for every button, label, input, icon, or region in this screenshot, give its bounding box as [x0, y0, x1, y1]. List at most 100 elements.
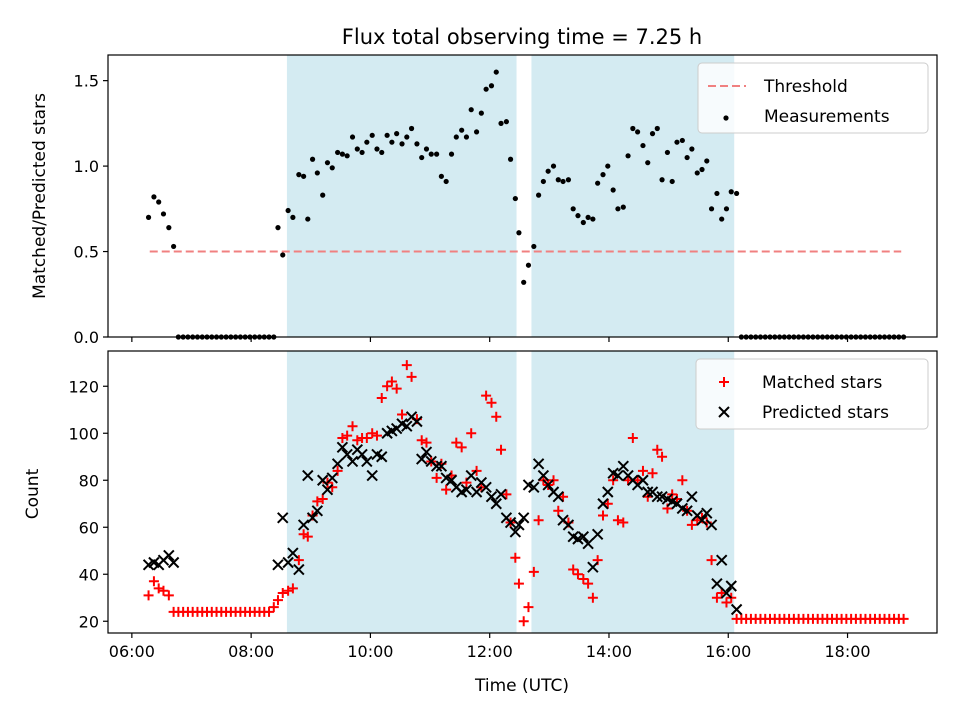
- matched-stars-point: [391, 383, 402, 394]
- measurement-point: [335, 149, 341, 156]
- matched-stars-point: [277, 588, 288, 599]
- predicted-stars-point: [617, 460, 629, 472]
- matched-stars-point: [312, 496, 323, 507]
- y-tick-label: 40: [79, 565, 99, 584]
- measurement-point: [498, 120, 504, 126]
- matched-stars-point: [548, 475, 559, 486]
- measurement-point: [570, 206, 576, 212]
- matched-stars-point: [287, 583, 298, 594]
- matched-stars-point: [686, 519, 697, 530]
- predicted-stars-point: [411, 415, 423, 428]
- matched-stars-point: [612, 515, 623, 526]
- matched-stars-point: [657, 451, 668, 462]
- measurement-point: [171, 243, 177, 250]
- predicted-stars-point: [420, 446, 433, 458]
- predicted-stars-point: [637, 474, 649, 486]
- matched-stars-point: [382, 381, 393, 392]
- matched-stars-point: [264, 606, 275, 617]
- measurement-point: [550, 163, 557, 169]
- y-tick-label: 0.5: [74, 243, 99, 262]
- measurement-point: [679, 137, 685, 144]
- measurement-point: [635, 129, 641, 135]
- matched-stars-point: [361, 432, 372, 443]
- measurement-point: [428, 151, 434, 157]
- measurement-point: [714, 190, 720, 197]
- x-tick-label: 12:00: [467, 642, 513, 661]
- predicted-stars-point: [302, 469, 314, 482]
- predicted-stars-point: [577, 530, 590, 543]
- measurement-point: [565, 177, 572, 183]
- predicted-stars-point: [513, 519, 525, 531]
- predicted-stars-point: [681, 505, 693, 517]
- measurement-point: [521, 279, 527, 285]
- measurement-point: [369, 132, 375, 138]
- predicted-stars-point: [346, 455, 359, 468]
- measurement-point: [478, 110, 484, 116]
- measurement-point: [719, 216, 725, 222]
- predicted-stars-point: [336, 441, 349, 454]
- matched-stars-point: [481, 390, 492, 401]
- measurement-point: [160, 211, 167, 217]
- matched-stars-point: [523, 602, 534, 613]
- measurement-point: [305, 216, 311, 222]
- matched-stars-point: [302, 531, 313, 542]
- measurement-point: [585, 214, 591, 220]
- measurement-point: [654, 125, 660, 132]
- predicted-stars-point: [435, 460, 448, 472]
- measurement-point: [728, 189, 734, 195]
- measurement-point: [615, 206, 621, 212]
- measurement-point: [640, 142, 646, 149]
- matched-stars-point: [451, 437, 462, 448]
- measurement-point: [516, 230, 522, 236]
- matched-stars-point: [677, 475, 688, 486]
- predicted-stars-point: [562, 519, 575, 531]
- measurement-point: [438, 173, 444, 179]
- predicted-stars-point: [316, 474, 329, 486]
- measurement-point: [145, 214, 152, 220]
- matched-stars-point: [293, 555, 304, 566]
- count-panel: 20 40 60 80 100 120 06:00 08:00 10:00 12:00 14:00 1…: [68, 350, 938, 661]
- matched-stars-point: [558, 491, 569, 502]
- measurement-point: [531, 243, 537, 250]
- y-tick-label: 60: [79, 518, 99, 537]
- predicted-stars-point: [587, 561, 599, 573]
- matched-stars-point: [528, 566, 539, 577]
- predicted-stars-point: [696, 514, 708, 526]
- ratio-panel: 0.0 0.5 1.0 1.5 Threshold Measurements: [74, 54, 938, 347]
- predicted-stars-point: [361, 455, 373, 468]
- measurement-point: [339, 151, 345, 157]
- legend-label: Predicted stars: [762, 403, 889, 423]
- x-axis-label: Time (UTC): [474, 676, 569, 696]
- legend-label: Matched stars: [762, 373, 882, 393]
- predicted-stars-point: [341, 448, 353, 461]
- legend-box: [697, 62, 929, 134]
- x-tick-label: 10:00: [347, 642, 393, 661]
- predicted-stars-point: [470, 486, 483, 498]
- predicted-stars-point: [297, 519, 310, 531]
- matched-stars-point: [721, 597, 732, 608]
- x-tick-label: 14:00: [586, 642, 632, 661]
- predicted-stars-point: [485, 490, 498, 503]
- predicted-stars-point: [725, 580, 737, 592]
- y-tick-label: 20: [79, 612, 99, 631]
- predicted-stars-point: [537, 469, 550, 482]
- predicted-stars-point: [528, 481, 540, 494]
- x-tick-label: 16:00: [705, 642, 751, 661]
- measurement-point: [329, 165, 335, 171]
- measurement-point: [580, 219, 586, 226]
- measurement-point: [645, 160, 651, 166]
- predicted-stars-point: [730, 603, 743, 616]
- matched-stars-point: [406, 371, 417, 382]
- y-tick-label: 100: [68, 424, 99, 443]
- matched-stars-point: [386, 376, 397, 387]
- predicted-stars-point: [582, 537, 594, 550]
- measurement-point: [399, 141, 405, 147]
- measurement-point: [704, 158, 710, 164]
- predicted-stars-point: [715, 554, 728, 566]
- measurement-point: [630, 125, 636, 132]
- measurement-point: [151, 194, 157, 200]
- matched-stars-point: [397, 409, 408, 420]
- matched-stars-point: [533, 515, 544, 526]
- measurement-point: [468, 107, 474, 113]
